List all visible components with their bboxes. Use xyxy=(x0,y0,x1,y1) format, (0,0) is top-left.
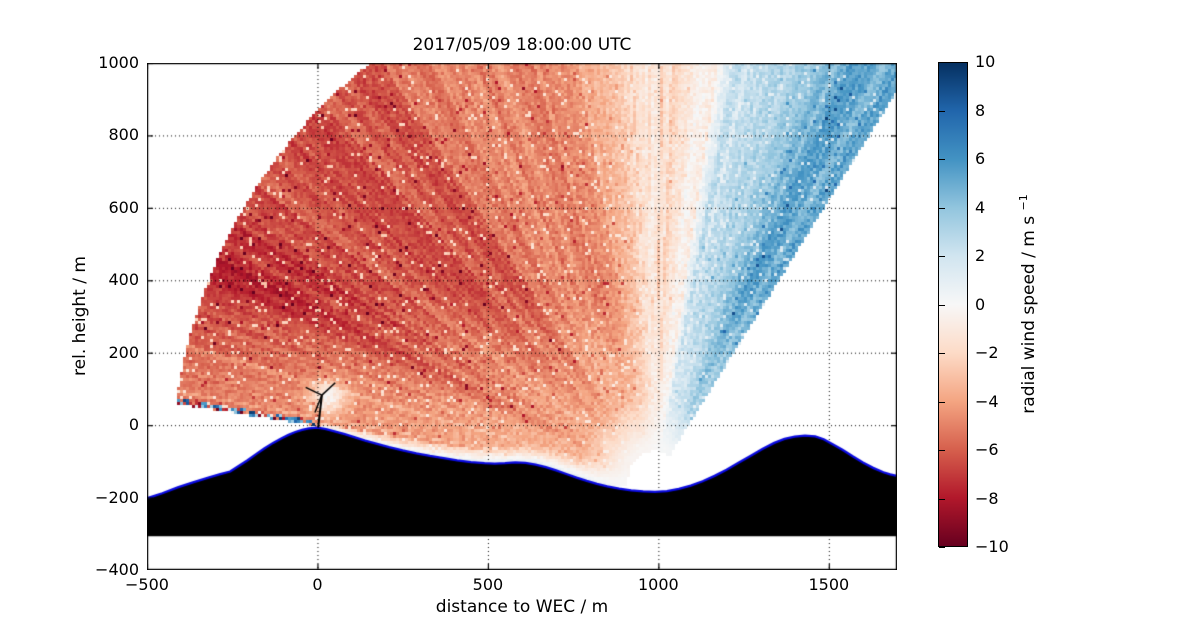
x-axis-label: distance to WEC / m xyxy=(435,597,609,617)
colorbar-tick xyxy=(939,547,945,548)
colorbar-tick-label: −8 xyxy=(975,488,999,508)
colorbar-tick xyxy=(939,207,945,209)
colorbar-tick-label: 0 xyxy=(975,294,986,314)
colorbar-tick xyxy=(939,450,945,451)
y-tick-label: −400 xyxy=(95,560,139,579)
colorbar-tick xyxy=(939,256,945,257)
x-tick-label: 1500 xyxy=(808,575,850,594)
y-tick-label: 800 xyxy=(108,125,139,145)
colorbar-tick-label: 10 xyxy=(975,52,996,71)
colorbar-tick xyxy=(939,401,945,403)
colorbar-tick xyxy=(939,304,945,306)
x-tick-label: 1000 xyxy=(638,575,679,594)
colorbar-tick-label: −4 xyxy=(975,391,999,411)
plot-title: 2017/05/09 18:00:00 UTC xyxy=(412,35,632,55)
colorbar-tick-label: 8 xyxy=(975,100,986,120)
x-tick-label: 0 xyxy=(312,575,323,594)
colorbar-tick xyxy=(939,159,945,160)
x-tick-label: 500 xyxy=(472,575,504,594)
colorbar-tick-label: −2 xyxy=(975,343,999,362)
y-tick-label: 1000 xyxy=(98,53,139,72)
y-tick-label: 600 xyxy=(108,197,139,217)
colorbar-tick-label: −10 xyxy=(975,537,1009,556)
colorbar-tick-label: 2 xyxy=(975,246,986,265)
colorbar-tick-label: 4 xyxy=(975,197,986,217)
colorbar-tick-label: −6 xyxy=(975,440,999,459)
colorbar-tick xyxy=(939,353,945,354)
colorbar-tick-label: 6 xyxy=(975,149,986,168)
y-tick-label: 400 xyxy=(108,270,139,290)
colorbar-tick xyxy=(939,498,945,500)
colorbar-tick xyxy=(939,110,945,112)
scan-heatmap-plot-area xyxy=(147,63,897,570)
colorbar-label-exponent: −1 xyxy=(1017,194,1031,211)
y-tick-label: 0 xyxy=(128,415,139,435)
y-tick-label: −200 xyxy=(95,487,139,507)
y-tick-label: 200 xyxy=(108,342,139,362)
colorbar-tick xyxy=(939,62,945,63)
x-tick-label: −500 xyxy=(125,575,169,594)
colorbar-label: radial wind speed / m s −1 xyxy=(1017,194,1039,414)
